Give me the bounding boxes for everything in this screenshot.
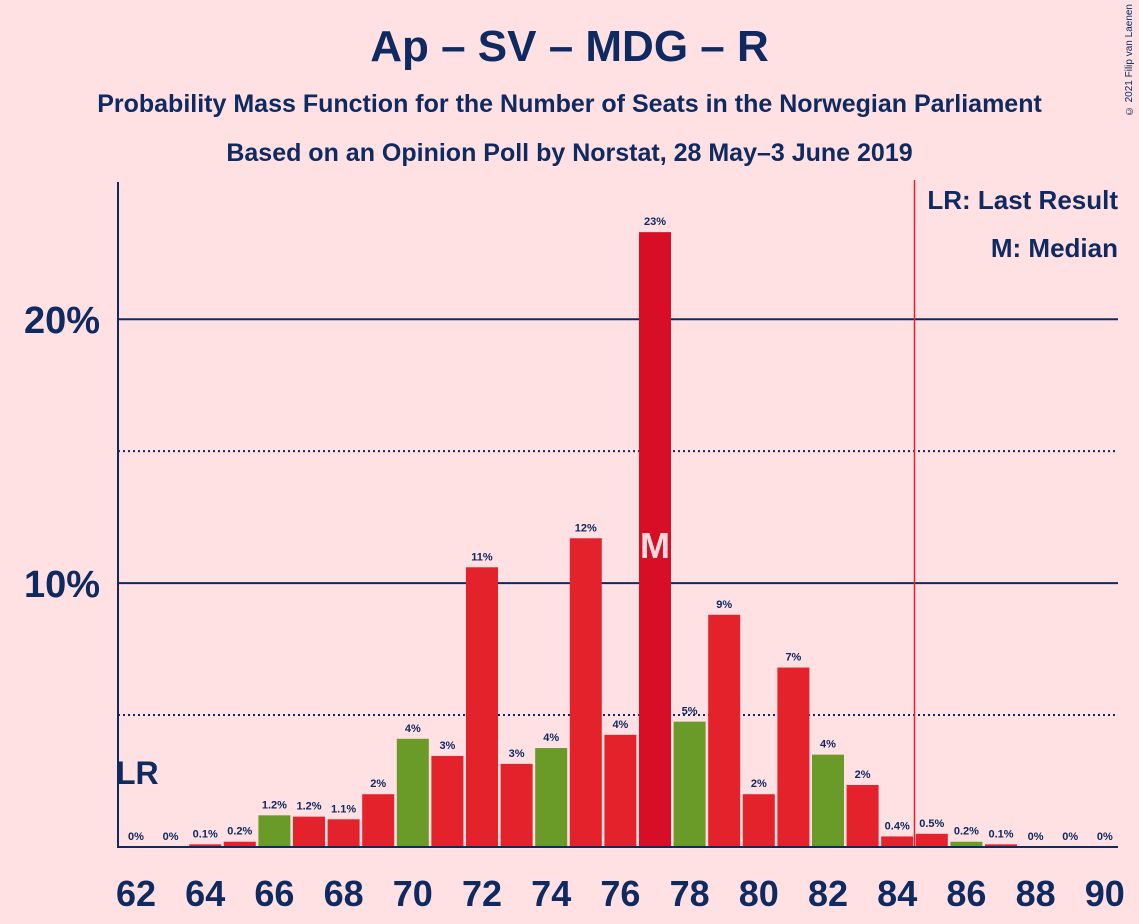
- bar-value-label: 23%: [644, 216, 666, 228]
- x-tick-label: 76: [600, 873, 640, 914]
- bar: [327, 819, 360, 847]
- bar: [431, 755, 464, 847]
- bar-value-label: 5%: [682, 706, 698, 718]
- bar-value-label: 0%: [1062, 831, 1078, 843]
- bar-value-label: 0%: [1028, 831, 1044, 843]
- x-tick-label: 88: [1016, 873, 1056, 914]
- bar-value-label: 0.2%: [227, 826, 252, 838]
- legend-last-result: LR: Last Result: [927, 185, 1118, 215]
- x-tick-label: 82: [808, 873, 848, 914]
- bar: [673, 721, 706, 847]
- bar: [258, 815, 291, 847]
- axes: 10% 20% LR 62 64 66 68 70 72 74 76 78 80 82 84 86 88 90: [24, 180, 1125, 914]
- bar-value-label: 4%: [405, 723, 421, 735]
- last-result-marker: LR: [116, 755, 159, 791]
- bar: [950, 841, 983, 847]
- x-tick-label: 74: [531, 873, 571, 914]
- bar-value-label: 9%: [716, 599, 732, 611]
- bars: [189, 232, 1017, 847]
- x-tick-label: 70: [393, 873, 433, 914]
- x-tick-label: 90: [1085, 873, 1125, 914]
- bar-value-label: 4%: [820, 739, 836, 751]
- y-tick-label: 10%: [24, 564, 100, 606]
- bar-value-label: 0%: [128, 831, 144, 843]
- bar-value-label: 3%: [439, 740, 455, 752]
- bar-value-label: 3%: [509, 748, 525, 760]
- x-tick-label: 68: [324, 873, 364, 914]
- bar: [293, 816, 325, 847]
- bar-value-label: 0.4%: [885, 820, 910, 832]
- bar: [985, 844, 1017, 847]
- x-tick-label: 86: [946, 873, 986, 914]
- bar-value-label: 4%: [543, 732, 559, 744]
- bar: [604, 734, 637, 847]
- bar-value-label: 12%: [575, 522, 597, 534]
- bar-value-label: 0.1%: [988, 828, 1013, 840]
- bar: [777, 667, 810, 847]
- bar-value-label: 1.1%: [331, 803, 356, 815]
- bar: [396, 738, 429, 847]
- legend-median: M: Median: [991, 233, 1118, 263]
- x-tick-label: 64: [185, 873, 225, 914]
- bar-value-label: 1.2%: [262, 799, 287, 811]
- value-labels: 0% 0% 0.1% 0.2% 1.2% 1.2% 1.1% 2% 4% 3% 11% 3% 4% 12%…: [128, 216, 1113, 843]
- x-tick-label: 80: [739, 873, 779, 914]
- bar-value-label: 0.1%: [193, 828, 218, 840]
- bar-value-label: 0%: [1097, 831, 1113, 843]
- bar: [500, 763, 533, 847]
- bar: [846, 784, 879, 847]
- bar: [708, 614, 741, 847]
- legend: LR: Last Result M: Median: [927, 185, 1118, 263]
- bar: [569, 538, 602, 847]
- x-tick-label: 78: [670, 873, 710, 914]
- gridlines: [118, 318, 1118, 717]
- bar-value-label: 4%: [612, 719, 628, 731]
- bar-median: [639, 232, 671, 847]
- bar-value-label: 2%: [370, 778, 386, 790]
- bar-value-label: 2%: [855, 769, 871, 781]
- bar: [742, 794, 775, 847]
- chart-subtitle: Probability Mass Function for the Number…: [97, 90, 1042, 118]
- bar: [535, 748, 568, 847]
- bar-value-label: 0%: [163, 831, 179, 843]
- chart-title: Ap – SV – MDG – R: [370, 22, 769, 71]
- x-tick-label: 84: [877, 873, 917, 914]
- x-tick-label: 72: [462, 873, 502, 914]
- bar: [223, 841, 256, 847]
- bar-value-label: 7%: [785, 652, 801, 664]
- x-tick-label: 62: [116, 873, 156, 914]
- median-marker: M: [640, 525, 670, 566]
- bar-value-label: 0.5%: [919, 818, 944, 830]
- y-tick-label: 20%: [24, 300, 100, 342]
- bar: [881, 836, 914, 847]
- x-tick-label: 66: [254, 873, 294, 914]
- bar: [812, 754, 844, 847]
- chart-source-subtitle: Based on an Opinion Poll by Norstat, 28 …: [226, 139, 913, 167]
- bar: [189, 844, 222, 847]
- bar: [915, 833, 948, 847]
- bar: [466, 567, 498, 847]
- bar-value-label: 1.2%: [296, 801, 321, 813]
- bar-value-label: 2%: [751, 778, 767, 790]
- bar: [362, 794, 395, 847]
- bar-value-label: 11%: [471, 551, 493, 563]
- bar-value-label: 0.2%: [954, 826, 979, 838]
